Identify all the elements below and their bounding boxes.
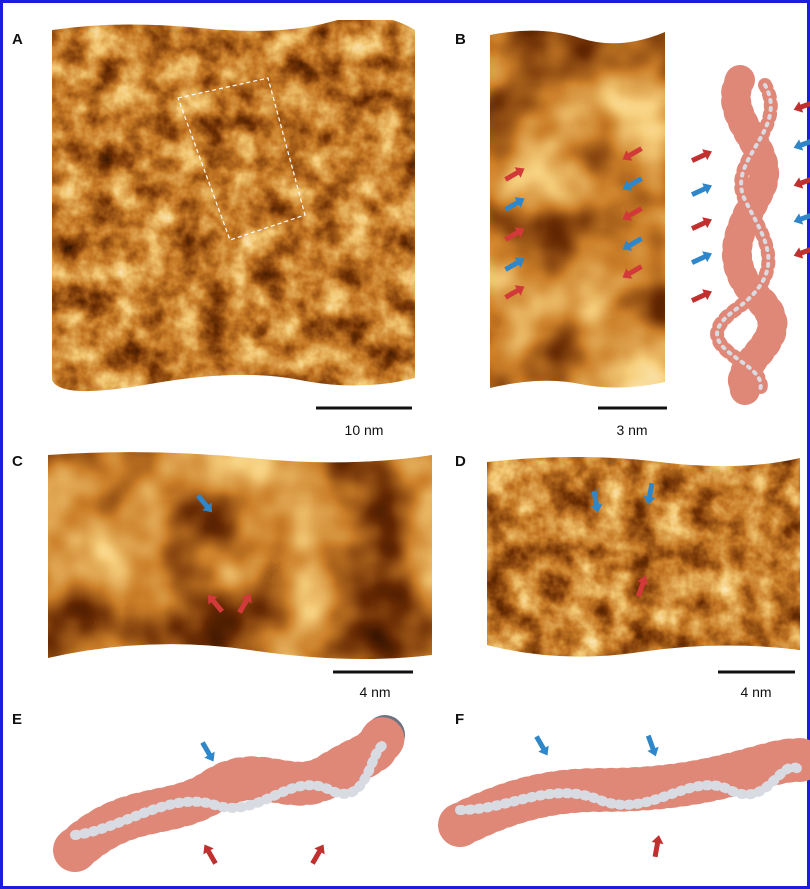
dna-model [710,65,788,405]
afm-image [52,20,415,392]
dna-model [53,713,407,872]
scale-bar-label: 4 nm [740,684,771,700]
arrow [307,841,329,867]
dna-model [438,738,810,847]
panel-c: C 4 nm [12,452,432,700]
arrow [689,145,715,167]
arrow [649,834,665,858]
panel-d: D 4 nm [455,453,800,700]
panel-a: A 10 nm [12,20,415,438]
panel-f: F [438,711,810,858]
panel-label: E [12,711,22,728]
panel-b: B [455,30,810,438]
arrow [689,213,715,235]
panel-label: A [12,31,23,48]
arrow [199,841,221,867]
arrow [531,733,553,759]
panel-label: F [455,711,464,728]
scale-bar-label: 4 nm [359,684,390,700]
panel-e: E [12,711,407,872]
panel-label: C [12,453,23,470]
scale-bar-label: 3 nm [616,422,647,438]
panel-label: D [455,453,466,470]
afm-image [48,452,432,659]
panel-label: B [455,31,466,48]
selection-box [177,77,306,241]
arrow [689,179,715,201]
arrow [689,247,715,269]
arrow [689,285,715,307]
arrow [642,733,662,759]
afm-image [487,457,800,657]
scale-bar-label: 10 nm [345,422,384,438]
arrow [197,739,219,765]
